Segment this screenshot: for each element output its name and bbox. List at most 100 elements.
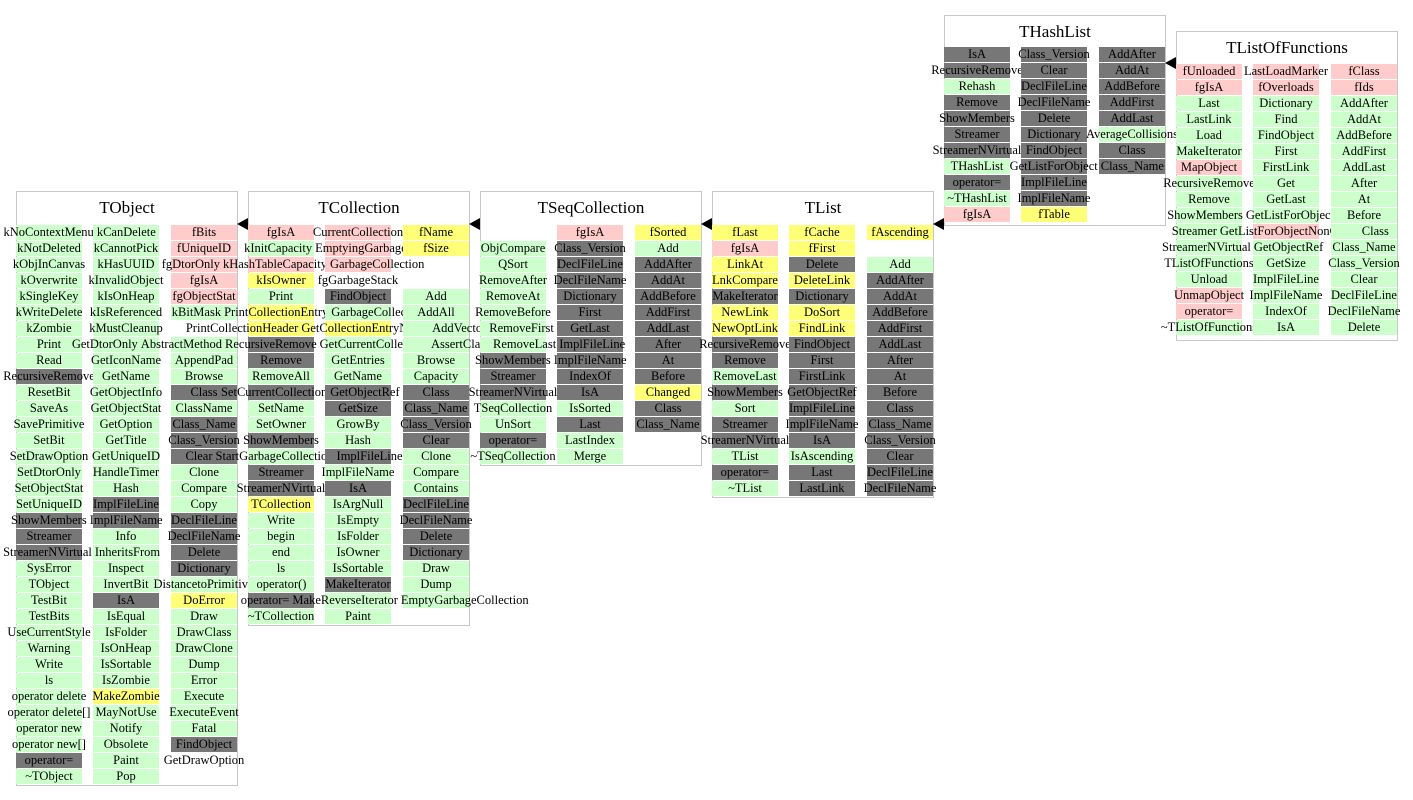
member-cell[interactable]: kOverwrite	[16, 273, 82, 288]
member-cell[interactable]: DeclFileName	[1018, 95, 1090, 110]
member-cell[interactable]: Draw	[171, 609, 237, 624]
member-cell[interactable]: AddLast	[1331, 160, 1397, 175]
member-cell[interactable]: Last	[789, 465, 855, 480]
member-cell[interactable]: DeclFileLine	[557, 257, 623, 272]
member-cell[interactable]: DoError	[171, 593, 237, 608]
member-cell[interactable]: DeclFileName	[1328, 304, 1400, 319]
member-cell[interactable]: GetObjectRef	[787, 385, 857, 400]
member-cell[interactable]: fSorted	[635, 225, 701, 240]
member-cell[interactable]: fUniqueID	[171, 241, 237, 256]
member-cell[interactable]: kIsOnHeap	[93, 289, 159, 304]
member-cell[interactable]: GetSize	[1253, 256, 1319, 271]
member-cell[interactable]: AddFirst	[1331, 144, 1397, 159]
member-cell[interactable]: Find	[1253, 112, 1319, 127]
member-cell[interactable]: FindObject	[325, 289, 391, 304]
member-cell[interactable]: Add	[403, 289, 469, 304]
member-cell[interactable]: MayNotUse	[93, 705, 159, 720]
member-cell[interactable]: Sort	[712, 401, 778, 416]
member-cell[interactable]: GarbageCollection	[325, 257, 424, 272]
member-cell[interactable]: QSort	[480, 257, 546, 272]
member-cell[interactable]: ImplFileLine	[789, 401, 855, 416]
member-cell[interactable]: IsEqual	[93, 609, 159, 624]
member-cell[interactable]: IsSortable	[93, 657, 159, 672]
member-cell[interactable]: AddAfter	[1331, 96, 1397, 111]
member-cell[interactable]: Class_Name	[1099, 159, 1165, 174]
member-cell[interactable]: fFirst	[789, 241, 855, 256]
member-cell[interactable]: At	[635, 353, 701, 368]
member-cell[interactable]: ImplFileName	[322, 465, 394, 480]
member-cell[interactable]: Last	[557, 417, 623, 432]
member-cell[interactable]: RemoveBefore	[475, 305, 551, 320]
member-cell[interactable]: IsSortable	[325, 561, 391, 576]
member-cell[interactable]: GetListForObjectNonConst	[1220, 224, 1359, 239]
member-cell[interactable]: Browse	[403, 353, 469, 368]
member-cell[interactable]: TObject	[16, 577, 82, 592]
member-cell[interactable]: AddAfter	[867, 273, 933, 288]
member-cell[interactable]: kObjInCanvas	[13, 257, 85, 272]
member-cell[interactable]: fgIsA	[557, 225, 623, 240]
member-cell[interactable]: AddFirst	[1099, 95, 1165, 110]
member-cell[interactable]: IsA	[93, 593, 159, 608]
member-cell[interactable]: Before	[635, 369, 701, 384]
member-cell[interactable]: AppendPad	[171, 353, 237, 368]
member-cell[interactable]: fAscending	[867, 225, 933, 240]
member-cell[interactable]: ls	[248, 561, 314, 576]
member-cell[interactable]: RemoveFirst	[480, 321, 554, 336]
member-cell[interactable]: Info	[93, 529, 159, 544]
member-cell[interactable]: Streamer	[1172, 224, 1242, 239]
member-cell[interactable]: Clear	[1021, 63, 1087, 78]
member-cell[interactable]: kHashTableCapacity	[223, 257, 327, 272]
member-cell[interactable]: ClassName	[171, 401, 237, 416]
member-cell[interactable]: Contains	[403, 481, 469, 496]
member-cell[interactable]: SetOwner	[248, 417, 314, 432]
member-cell[interactable]: SetUniqueID	[16, 497, 82, 512]
member-cell[interactable]: Clear	[403, 433, 469, 448]
member-cell[interactable]: Copy	[171, 497, 237, 512]
member-cell[interactable]: Dump	[171, 657, 237, 672]
member-cell[interactable]: StreamerNVirtual	[237, 481, 325, 496]
member-cell[interactable]: fgObjectStat	[171, 289, 237, 304]
member-cell[interactable]: AddAfter	[635, 257, 701, 272]
member-cell[interactable]: AddAt	[1331, 112, 1397, 127]
member-cell[interactable]: ImplFileLine	[1021, 175, 1087, 190]
member-cell[interactable]: PrintCollectionHeader	[186, 321, 314, 336]
member-cell[interactable]: StreamerNVirtual	[1162, 240, 1251, 255]
member-cell[interactable]: RemoveAt	[480, 289, 546, 304]
member-cell[interactable]: ~TObject	[16, 769, 82, 784]
member-cell[interactable]: fgIsA	[1176, 80, 1242, 95]
member-cell[interactable]: operator delete[]	[8, 705, 90, 720]
member-cell[interactable]: NewLink	[712, 305, 778, 320]
member-cell[interactable]: Add	[635, 241, 701, 256]
member-cell[interactable]: TCollection	[248, 497, 314, 512]
member-cell[interactable]: StreamerNVirtual	[701, 433, 789, 448]
member-cell[interactable]: operator delete	[12, 689, 86, 704]
member-cell[interactable]: CurrentCollection	[313, 225, 403, 240]
member-cell[interactable]: DoSort	[789, 305, 855, 320]
member-cell[interactable]: Class	[635, 401, 701, 416]
member-cell[interactable]: Class_Version	[1018, 47, 1090, 62]
member-cell[interactable]: HandleTimer	[93, 465, 159, 480]
member-cell[interactable]: RemoveAfter	[479, 273, 547, 288]
member-cell[interactable]: ShowMembers	[243, 433, 319, 448]
member-cell[interactable]: fgIsA	[171, 273, 237, 288]
member-cell[interactable]: After	[867, 353, 933, 368]
member-cell[interactable]: SetObjectStat	[15, 481, 83, 496]
member-cell[interactable]: SavePrimitive	[14, 417, 84, 432]
member-cell[interactable]: Print	[16, 337, 82, 352]
member-cell[interactable]: TSeqCollection	[474, 401, 552, 416]
member-cell[interactable]: MapObject	[1176, 160, 1242, 175]
member-cell[interactable]: Class	[867, 401, 933, 416]
member-cell[interactable]: SetDrawOption	[10, 449, 88, 464]
member-cell[interactable]: AddBefore	[867, 305, 933, 320]
member-cell[interactable]: First	[557, 305, 623, 320]
member-cell[interactable]: Get	[1253, 176, 1319, 191]
member-cell[interactable]: fgIsA	[248, 225, 314, 240]
member-cell[interactable]: Draw	[403, 561, 469, 576]
member-cell[interactable]: kNoContextMenu	[4, 225, 94, 240]
member-cell[interactable]: Fatal	[171, 721, 237, 736]
member-cell[interactable]: Delete	[1021, 111, 1087, 126]
member-cell[interactable]: DeclFileName	[554, 273, 626, 288]
member-cell[interactable]: IsArgNull	[325, 497, 391, 512]
member-cell[interactable]: kIsOwner	[248, 273, 314, 288]
member-cell[interactable]: kMustCleanup	[89, 321, 163, 336]
